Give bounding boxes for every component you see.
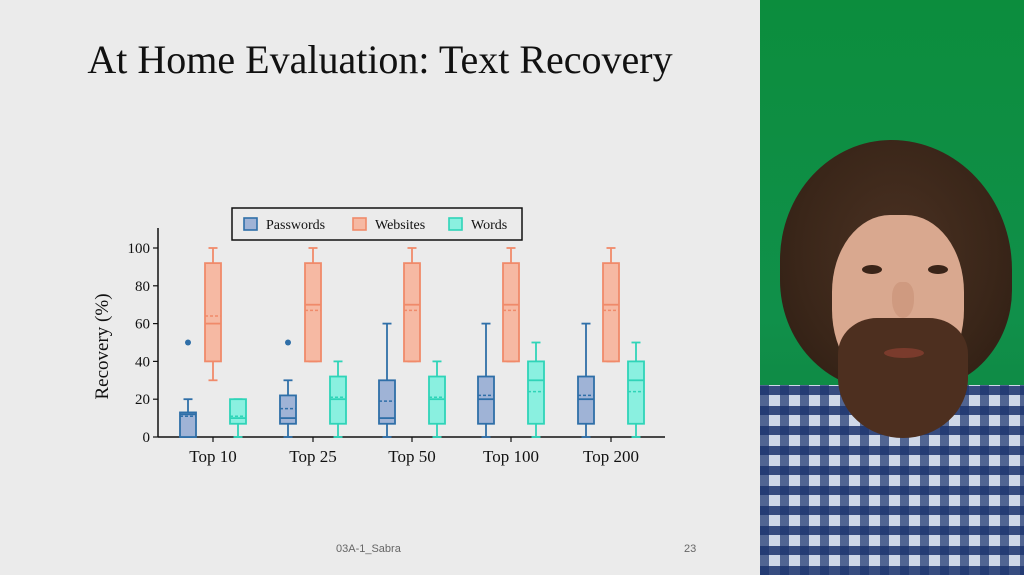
outlier-point: [285, 339, 291, 346]
nose: [892, 282, 914, 318]
webcam-feed: [760, 0, 1024, 575]
x-tick-label: Top 25: [289, 447, 336, 466]
slide-page-number: 23: [684, 543, 697, 555]
legend-swatch: [448, 217, 463, 231]
box-words: [527, 360, 545, 425]
legend-swatch: [352, 217, 367, 231]
right-eye: [928, 265, 948, 274]
box-passwords: [477, 375, 495, 425]
outlier-point: [185, 339, 191, 346]
box-words: [329, 375, 347, 425]
box-websites: [403, 262, 421, 363]
y-axis-label: Recovery (%): [92, 293, 113, 399]
slide-footer-label: 03A-1_Sabra: [336, 543, 401, 555]
left-eye: [862, 265, 882, 274]
box-passwords: [378, 379, 396, 425]
x-tick-label: Top 200: [583, 447, 639, 466]
box-websites: [204, 262, 222, 363]
legend-swatch: [243, 217, 258, 231]
legend-label: Websites: [375, 218, 425, 233]
box-passwords: [279, 394, 297, 425]
box-websites: [502, 262, 520, 363]
y-tick-label: 60: [135, 317, 150, 333]
y-tick-label: 20: [135, 392, 150, 408]
x-tick-label: Top 50: [388, 447, 435, 466]
y-tick-label: 40: [135, 354, 150, 370]
legend-label: Passwords: [266, 218, 325, 233]
slide: At Home Evaluation: Text Recovery 0 20 40 6…: [87, 37, 697, 555]
x-tick-label: Top 100: [483, 447, 539, 466]
box-websites: [602, 262, 620, 363]
box-words: [428, 375, 446, 425]
mouth: [884, 348, 924, 358]
box-words: [229, 398, 247, 425]
slide-title: At Home Evaluation: Text Recovery: [87, 37, 673, 82]
legend-label: Words: [471, 218, 507, 233]
box-passwords: [179, 411, 197, 438]
box-words: [627, 360, 645, 425]
box-websites: [304, 262, 322, 363]
x-tick-label: Top 10: [189, 447, 236, 466]
y-tick-label: 100: [128, 241, 151, 257]
beard: [838, 318, 968, 438]
y-tick-label: 0: [143, 430, 151, 446]
box-passwords: [577, 375, 595, 425]
y-tick-label: 80: [135, 279, 150, 295]
boxplot-chart: 0 20 40 60 80 100 Recovery (%) Top 10 Top 25 Top …: [92, 207, 665, 466]
legend-frame: [231, 207, 523, 241]
